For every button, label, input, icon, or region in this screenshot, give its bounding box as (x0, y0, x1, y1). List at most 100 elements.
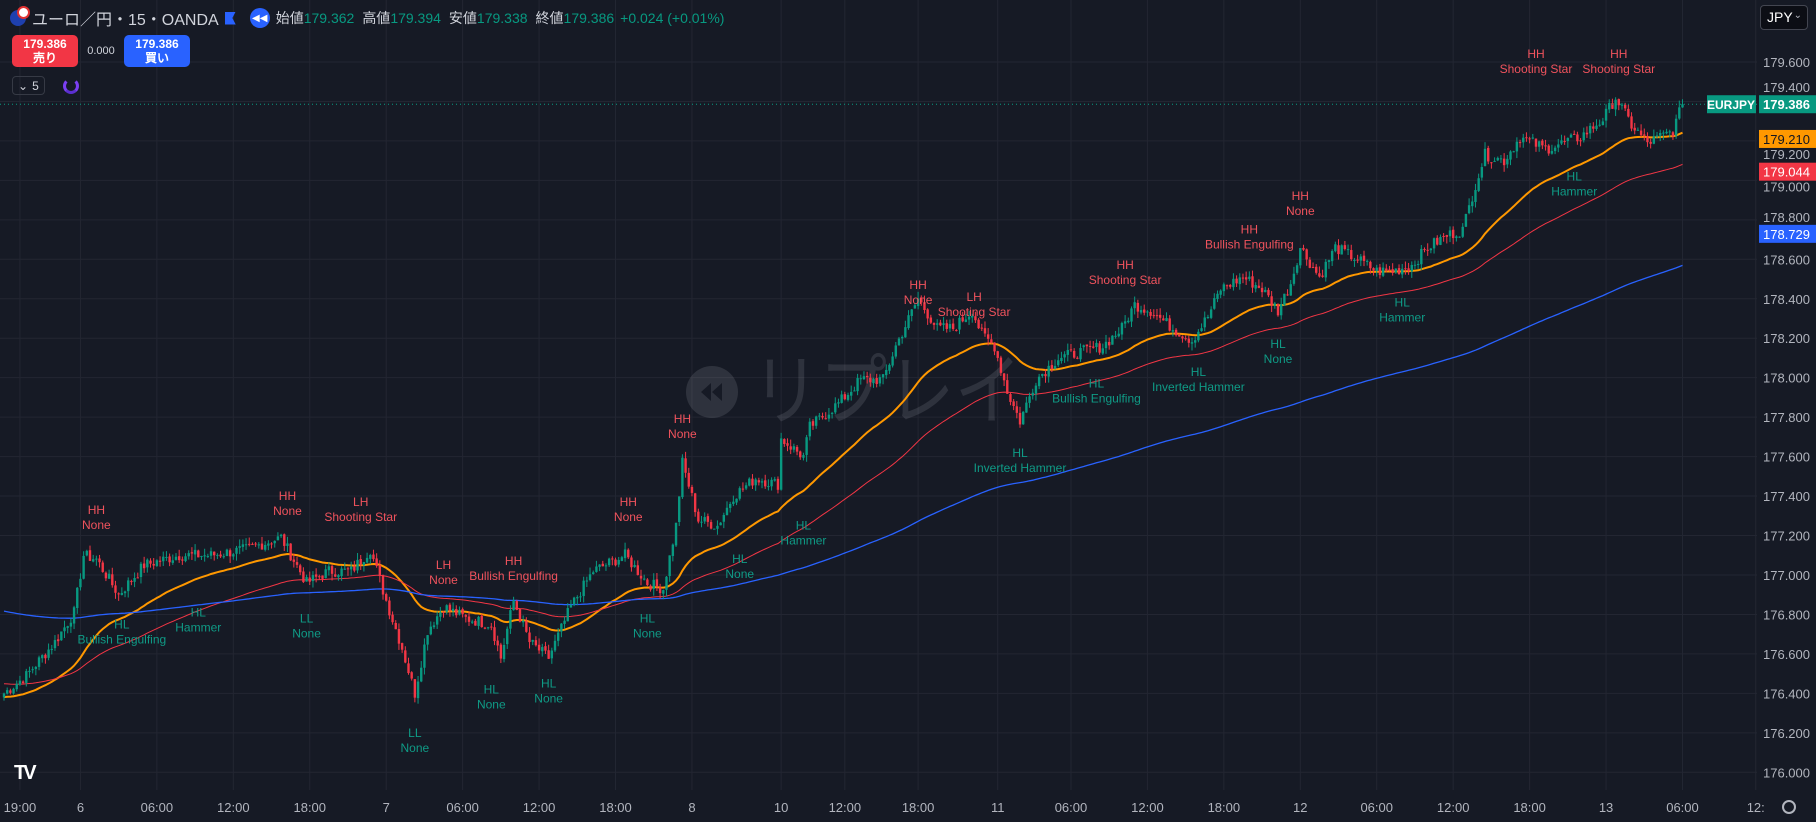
sync-icon[interactable] (62, 77, 79, 94)
candle-body (518, 609, 522, 622)
candle-body (1394, 268, 1398, 273)
settings-icon[interactable] (1782, 800, 1796, 814)
candle-body (177, 556, 181, 561)
candle-body (439, 612, 442, 617)
candle-body (1203, 317, 1206, 328)
candle-body (1229, 285, 1232, 287)
swing-label: HL (114, 617, 130, 631)
currency-select[interactable]: JPY ⌄ (1760, 5, 1808, 30)
candle-body (1509, 151, 1512, 160)
candle-pattern-label: Shooting Star (938, 305, 1011, 319)
candle-body (1423, 249, 1426, 251)
candle-body (486, 627, 490, 629)
candle-body (286, 543, 289, 546)
buy-button[interactable]: 179.386 買い (124, 35, 190, 67)
candle-body (1181, 336, 1184, 339)
bookmark-flag-icon[interactable] (224, 11, 236, 25)
candle-body (1608, 103, 1611, 110)
candle-body (837, 402, 840, 404)
swing-label: HH (1116, 258, 1133, 272)
candle-body (1197, 331, 1200, 341)
candle-body (174, 556, 178, 560)
time-axis[interactable]: 19:00 6 06:00 12:00 18:00 7 06:00 12:00 18:00 8 10… (4, 800, 1765, 815)
time-tick-label: 18:00 (1208, 800, 1241, 815)
candle-body (741, 488, 745, 490)
candle-body (1611, 103, 1614, 109)
tradingview-logo[interactable]: TV (14, 762, 36, 784)
candle-body (1066, 349, 1069, 355)
candle-body (1537, 141, 1541, 147)
candle-body (72, 607, 76, 624)
candle-body (1069, 349, 1073, 351)
candle-body (869, 377, 872, 383)
candle-body (1681, 104, 1684, 108)
candle-body (219, 554, 222, 557)
candle-body (1477, 178, 1480, 191)
candle-body (311, 575, 315, 582)
candle-body (248, 543, 251, 545)
candle-body (1238, 277, 1241, 285)
candle-body (1139, 310, 1143, 313)
swing-label: HL (640, 611, 656, 625)
candle-body (566, 608, 569, 622)
candle-body (295, 562, 299, 565)
candle-body (381, 575, 385, 595)
price-tick-label: 179.600 (1763, 55, 1810, 70)
swing-label: LL (300, 611, 314, 625)
candle-pattern-label: None (668, 427, 697, 441)
candle-body (964, 319, 968, 322)
time-tick-label: 12:00 (829, 800, 862, 815)
candle-body (276, 536, 280, 541)
candle-body (678, 496, 681, 523)
candle-body (66, 626, 69, 628)
candle-body (732, 501, 735, 504)
candle-body (642, 578, 646, 580)
candle-pattern-label: None (82, 518, 111, 532)
candle-body (123, 591, 127, 594)
candle-body (79, 578, 82, 588)
candle-body (888, 364, 891, 371)
candle-body (521, 620, 525, 623)
low-value: 179.338 (476, 10, 528, 26)
candle-body (1369, 261, 1372, 269)
replay-icon[interactable]: ◀◀ (249, 8, 270, 28)
candle-body (292, 559, 296, 562)
swing-label: HL (191, 605, 207, 619)
candle-body (1190, 342, 1194, 344)
candle-body (139, 563, 143, 578)
candle-body (764, 480, 767, 487)
price-tick-label: 177.200 (1763, 529, 1810, 544)
candle-body (1633, 127, 1636, 131)
ma-line-slow (3, 264, 1683, 619)
symbol-title[interactable]: ユーロ／円・15・OANDA (32, 12, 219, 29)
price-axis[interactable]: 179.600 179.400 179.200 179.000 178.800 178.6… (1707, 0, 1816, 822)
candle-body (735, 498, 738, 503)
candle-body (120, 593, 124, 595)
candle-body (1178, 334, 1181, 337)
candle-body (464, 615, 468, 617)
candle-body (531, 639, 534, 642)
candle-body (1671, 132, 1675, 137)
candle-body (1668, 131, 1671, 133)
indicators-collapse-toggle[interactable]: ⌄ 5 (12, 76, 45, 95)
candle-body (53, 640, 57, 649)
candle-body (213, 551, 216, 556)
sell-button[interactable]: 179.386 売り (12, 35, 78, 67)
candle-body (681, 457, 684, 498)
chevron-down-icon: ⌄ (1793, 10, 1802, 21)
price-tick-label: 177.800 (1763, 410, 1810, 425)
swing-label: LH (353, 495, 368, 509)
candle-body (1216, 293, 1219, 300)
swing-label: HH (279, 489, 296, 503)
candle-body (190, 552, 194, 554)
candle-body (228, 550, 232, 557)
candle-body (885, 369, 888, 376)
candle-body (404, 650, 407, 663)
candle-body (1340, 245, 1343, 255)
candle-body (633, 564, 636, 568)
